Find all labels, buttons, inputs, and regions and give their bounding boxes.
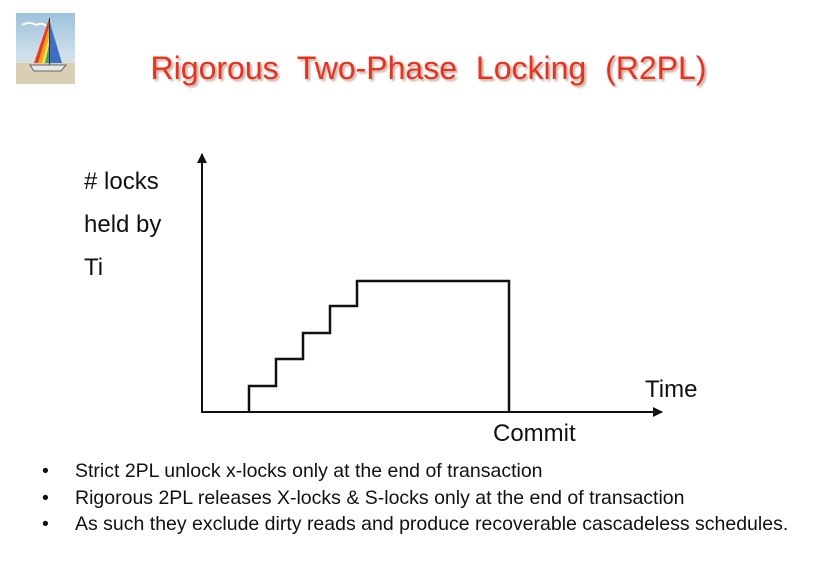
x-axis-label: Time — [645, 376, 698, 403]
bullet-list: Strict 2PL unlock x-locks only at the en… — [42, 458, 802, 538]
y-axis-label-line: Ti — [84, 254, 104, 281]
bullet-item: As such they exclude dirty reads and pro… — [42, 511, 802, 538]
bullet-item: Rigorous 2PL releases X-locks & S-locks … — [42, 485, 802, 512]
commit-label: Commit — [493, 420, 576, 447]
bullet-item: Strict 2PL unlock x-locks only at the en… — [42, 458, 802, 485]
y-axis-label-line: # locks — [84, 168, 159, 195]
sailboat-logo — [16, 13, 75, 84]
lock-count-step-line — [247, 279, 511, 412]
y-axis-label: # locks held by Ti — [84, 160, 161, 289]
y-axis-label-line: held by — [84, 211, 162, 238]
slide-title: Rigorous Two-Phase Locking (R2PL) — [150, 50, 707, 86]
